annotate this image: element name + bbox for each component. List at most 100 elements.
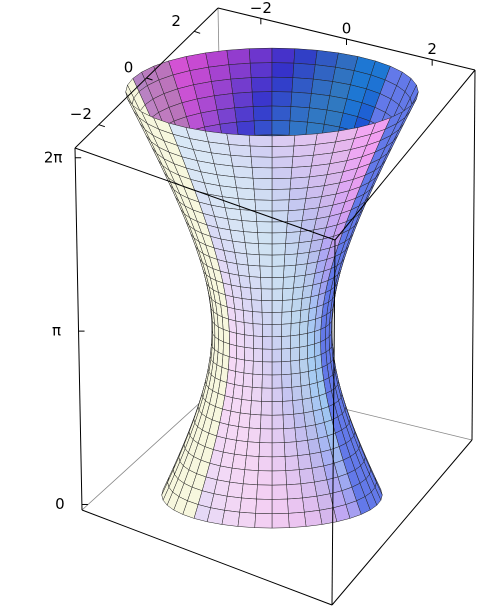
surface-patch bbox=[295, 440, 310, 456]
surface-patch bbox=[250, 156, 273, 169]
surface-patch bbox=[216, 107, 237, 125]
surface-patch bbox=[287, 497, 305, 514]
surface-patch bbox=[258, 254, 273, 267]
surface-patch bbox=[314, 354, 323, 370]
surface-patch bbox=[292, 286, 304, 301]
surface-patch bbox=[281, 348, 291, 363]
surface-patch bbox=[234, 308, 245, 323]
surface-patch bbox=[282, 276, 295, 290]
surface-patch bbox=[271, 312, 283, 325]
surface-patch bbox=[262, 361, 273, 376]
surface-patch bbox=[236, 333, 246, 348]
box-edge bbox=[334, 69, 476, 241]
surface-patch bbox=[250, 287, 262, 301]
surface-patch bbox=[251, 299, 263, 313]
surface-patch bbox=[232, 165, 254, 179]
surface-patch bbox=[290, 310, 302, 324]
surface-patch bbox=[290, 347, 300, 362]
surface-patch bbox=[271, 348, 282, 363]
surface-patch bbox=[299, 308, 310, 323]
surface-patch bbox=[261, 300, 273, 313]
surface-patch bbox=[283, 441, 298, 457]
surface-patch bbox=[283, 264, 297, 278]
surface-patch bbox=[290, 359, 301, 375]
surface-patch bbox=[236, 187, 256, 201]
surface-patch bbox=[271, 513, 290, 529]
surface-patch bbox=[300, 481, 318, 499]
surface-patch bbox=[293, 412, 306, 429]
surface-patch bbox=[307, 107, 328, 125]
surface-patch bbox=[271, 145, 295, 158]
tick-mark bbox=[146, 77, 153, 81]
surface-patch bbox=[301, 397, 314, 414]
surface-patch bbox=[226, 481, 244, 499]
tick-mark bbox=[98, 124, 105, 128]
box-edge bbox=[74, 147, 336, 241]
surface-patch bbox=[281, 360, 292, 376]
surface-patch bbox=[211, 78, 233, 97]
surface-patch bbox=[253, 188, 273, 201]
surface-patch bbox=[257, 470, 273, 486]
surface-patch bbox=[271, 277, 284, 290]
surface-patch bbox=[281, 299, 293, 313]
surface-patch bbox=[228, 62, 252, 80]
surface-patch bbox=[226, 48, 251, 65]
surface-patch bbox=[241, 298, 253, 312]
surface-patch bbox=[284, 455, 300, 471]
surface-patch bbox=[241, 220, 258, 233]
surface-patch bbox=[248, 47, 273, 64]
surface-patch bbox=[287, 198, 307, 212]
surface-patch bbox=[230, 155, 253, 168]
surface-patch bbox=[285, 469, 302, 486]
surface-patch bbox=[239, 497, 257, 514]
surface-patch bbox=[281, 311, 292, 325]
surface-patch bbox=[271, 47, 296, 64]
surface-patch bbox=[258, 442, 273, 458]
surface-patch bbox=[282, 287, 294, 301]
surface-patch bbox=[286, 483, 303, 500]
surface-patch bbox=[232, 240, 247, 255]
surface-patch bbox=[244, 347, 254, 362]
surface-patch bbox=[288, 120, 308, 137]
tick-label: 0 bbox=[55, 495, 65, 513]
surface-patch bbox=[300, 384, 312, 400]
tick-label: 2π bbox=[44, 148, 63, 166]
surface-patch bbox=[242, 469, 259, 486]
surface-patch bbox=[232, 91, 254, 109]
surface-patch bbox=[224, 495, 242, 513]
surface-patch bbox=[260, 288, 273, 301]
surface-patch bbox=[307, 331, 315, 347]
surface-patch bbox=[303, 510, 323, 527]
surface-patch bbox=[242, 372, 254, 388]
surface-patch bbox=[255, 498, 273, 514]
surface-patch bbox=[246, 253, 261, 267]
surface-patch bbox=[271, 401, 284, 416]
surface-patch bbox=[243, 322, 254, 337]
surface-patch bbox=[319, 507, 338, 525]
surface-patch bbox=[314, 341, 322, 358]
surface-patch bbox=[271, 188, 291, 201]
surface-patch bbox=[271, 76, 294, 93]
surface-patch bbox=[252, 311, 263, 325]
surface-patch bbox=[299, 371, 310, 387]
surface-patch bbox=[298, 345, 308, 361]
surface-patch bbox=[271, 387, 283, 402]
surface-patch bbox=[286, 209, 305, 222]
surface-patch bbox=[271, 374, 283, 389]
surface-patch bbox=[229, 229, 246, 244]
surface-patch bbox=[282, 400, 294, 416]
surface-patch bbox=[251, 387, 263, 402]
surface-patch bbox=[247, 427, 261, 443]
surface-patch bbox=[271, 91, 293, 107]
surface-patch bbox=[290, 165, 312, 179]
surface-patch bbox=[289, 106, 310, 123]
surface-patch bbox=[250, 400, 262, 416]
tick-label: 0 bbox=[124, 59, 134, 77]
surface-patch bbox=[251, 167, 273, 179]
surface-patch bbox=[271, 254, 286, 267]
surface-patch bbox=[271, 484, 288, 500]
surface-patch bbox=[256, 221, 273, 234]
surface-patch bbox=[297, 240, 312, 255]
surface-patch bbox=[307, 318, 316, 334]
surface-patch bbox=[271, 120, 291, 136]
